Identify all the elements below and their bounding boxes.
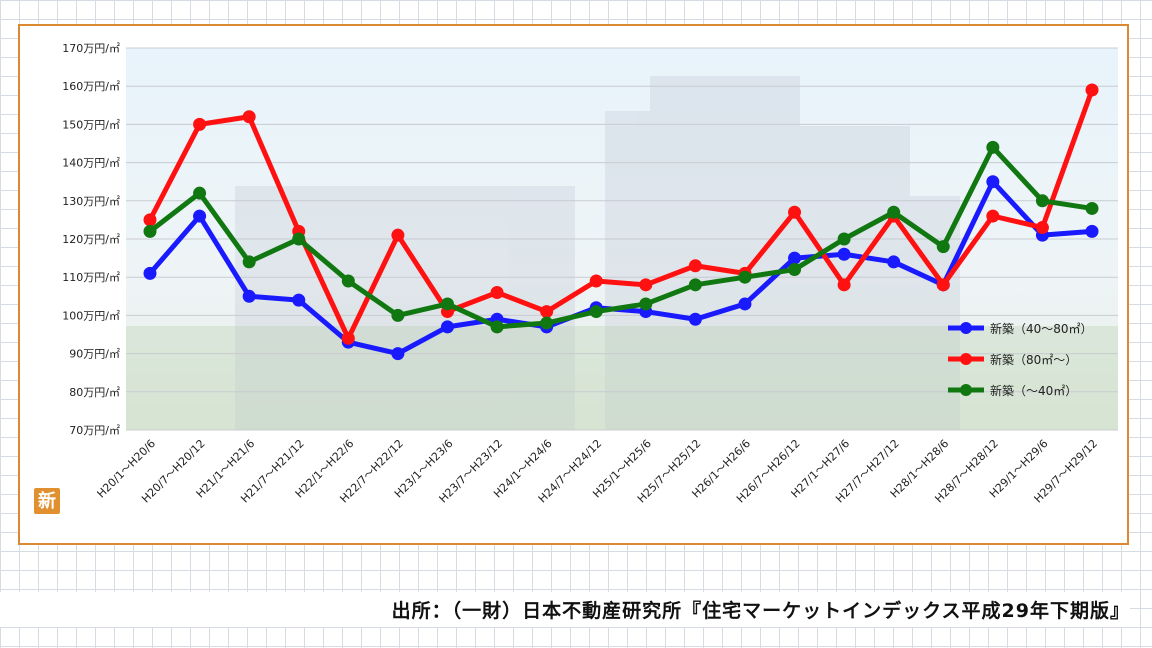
- data-point: [242, 110, 256, 124]
- data-point: [986, 140, 1000, 154]
- data-point: [788, 263, 802, 277]
- data-point: [1035, 194, 1049, 208]
- legend-marker: [960, 384, 972, 396]
- y-tick-label: 130万円/㎡: [62, 195, 120, 208]
- data-point: [1035, 221, 1049, 235]
- data-point: [193, 209, 207, 223]
- data-point: [589, 305, 603, 319]
- data-point: [788, 205, 802, 219]
- data-point: [688, 278, 702, 292]
- source-caption: 出所：（一財）日本不動産研究所『住宅マーケットインデックス平成29年下期版』: [0, 592, 1130, 627]
- legend-label: 新築（～40㎡）: [990, 383, 1077, 398]
- y-tick-label: 70万円/㎡: [69, 424, 120, 437]
- data-point: [341, 331, 355, 345]
- y-tick-label: 120万円/㎡: [62, 233, 120, 246]
- data-point: [639, 297, 653, 311]
- data-point: [440, 297, 454, 311]
- data-point: [837, 247, 851, 261]
- legend-item: 新築（80㎡～）: [948, 352, 1077, 367]
- data-point: [242, 255, 256, 269]
- data-point: [143, 213, 157, 227]
- data-point: [738, 297, 752, 311]
- data-point: [490, 285, 504, 299]
- y-tick-label: 80万円/㎡: [69, 386, 120, 399]
- series-layer: [143, 83, 1099, 361]
- data-point: [936, 240, 950, 254]
- data-point: [540, 305, 554, 319]
- legend: 新築（40～80㎡） 新築（80㎡～） 新築（～40㎡）: [948, 321, 1093, 398]
- data-point: [1085, 201, 1099, 215]
- data-point: [242, 289, 256, 303]
- data-point: [193, 117, 207, 131]
- y-tick-label: 110万円/㎡: [62, 271, 120, 284]
- legend-label: 新築（40～80㎡）: [990, 321, 1093, 336]
- data-point: [540, 316, 554, 330]
- y-tick-label: 160万円/㎡: [62, 80, 120, 93]
- logo-text: 新: [38, 490, 56, 512]
- data-point: [688, 259, 702, 273]
- data-point: [292, 232, 306, 246]
- data-point: [589, 274, 603, 288]
- data-point: [887, 205, 901, 219]
- y-tick-label: 140万円/㎡: [62, 157, 120, 170]
- data-point: [143, 224, 157, 238]
- data-point: [837, 278, 851, 292]
- x-axis-ticks: H20/1～H20/6H20/7～H20/12H21/1～H21/6H21/7～…: [95, 437, 1101, 506]
- data-point: [887, 255, 901, 269]
- data-point: [986, 209, 1000, 223]
- data-point: [391, 347, 405, 361]
- line-chart: 70万円/㎡ 80万円/㎡ 90万円/㎡ 100万円/㎡ 110万円/㎡ 120万円/㎡ 1…: [34, 42, 1118, 514]
- legend-item: 新築（40～80㎡）: [948, 321, 1093, 336]
- data-point: [341, 274, 355, 288]
- data-point: [788, 251, 802, 265]
- data-point: [193, 186, 207, 200]
- y-tick-label: 100万円/㎡: [62, 309, 120, 322]
- data-point: [440, 320, 454, 334]
- legend-marker: [960, 353, 972, 365]
- y-axis-ticks: 70万円/㎡ 80万円/㎡ 90万円/㎡ 100万円/㎡ 110万円/㎡ 120万円/㎡ 1…: [62, 42, 120, 437]
- data-point: [837, 232, 851, 246]
- logo-badge: 新: [34, 488, 60, 514]
- data-point: [639, 278, 653, 292]
- data-point: [391, 228, 405, 242]
- data-point: [292, 293, 306, 307]
- data-point: [688, 312, 702, 326]
- data-point: [391, 308, 405, 322]
- data-point: [490, 320, 504, 334]
- legend-item: 新築（～40㎡）: [948, 383, 1077, 398]
- data-point: [1085, 83, 1099, 97]
- series-line: [148, 144, 1093, 330]
- y-tick-label: 150万円/㎡: [62, 118, 120, 131]
- data-point: [986, 175, 1000, 189]
- data-point: [936, 278, 950, 292]
- series-3: [143, 140, 1099, 334]
- data-point: [1085, 224, 1099, 238]
- legend-label: 新築（80㎡～）: [990, 352, 1077, 367]
- legend-marker: [960, 322, 972, 334]
- chart-frame: 70万円/㎡ 80万円/㎡ 90万円/㎡ 100万円/㎡ 110万円/㎡ 120万円/㎡ 1…: [18, 24, 1129, 545]
- y-tick-label: 90万円/㎡: [69, 348, 120, 361]
- data-point: [143, 266, 157, 280]
- y-tick-label: 170万円/㎡: [62, 42, 120, 55]
- data-point: [738, 270, 752, 284]
